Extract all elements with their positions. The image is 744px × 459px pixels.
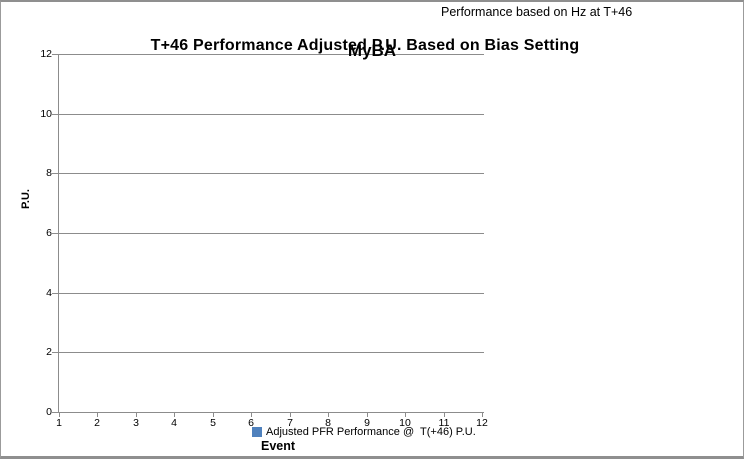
y-axis-tick xyxy=(52,293,58,294)
x-tick-label: 1 xyxy=(56,417,62,429)
y-axis-title: P.U. xyxy=(20,189,32,209)
x-axis-tick xyxy=(328,413,329,417)
legend: Adjusted PFR Performance @ T(+46) P.U. xyxy=(252,426,476,438)
y-gridline xyxy=(58,352,484,353)
x-axis-tick xyxy=(174,413,175,417)
x-axis-tick xyxy=(405,413,406,417)
x-tick-label: 4 xyxy=(171,417,177,429)
y-tick-label: 4 xyxy=(46,287,52,299)
x-tick-label: 5 xyxy=(210,417,216,429)
y-tick-label: 10 xyxy=(40,108,52,120)
y-axis-tick xyxy=(52,173,58,174)
y-axis-tick xyxy=(52,114,58,115)
x-axis-tick xyxy=(290,413,291,417)
x-axis-tick xyxy=(444,413,445,417)
x-axis-tick xyxy=(97,413,98,417)
y-gridline xyxy=(58,54,484,55)
y-axis-tick xyxy=(52,54,58,55)
x-tick-label: 10 xyxy=(399,417,411,429)
y-gridline xyxy=(58,233,484,234)
y-axis-line xyxy=(58,54,59,413)
x-axis-tick xyxy=(367,413,368,417)
legend-label: Adjusted PFR Performance @ T(+46) P.U. xyxy=(266,426,476,438)
x-tick-label: 6 xyxy=(248,417,254,429)
y-axis-tick xyxy=(52,412,58,413)
x-tick-label: 7 xyxy=(287,417,293,429)
x-axis-line xyxy=(58,412,484,413)
x-axis-tick xyxy=(136,413,137,417)
overlay-label: MyBA xyxy=(347,41,397,60)
y-gridline xyxy=(58,173,484,174)
x-tick-label: 3 xyxy=(133,417,139,429)
x-axis-tick xyxy=(213,413,214,417)
x-axis-title: Event xyxy=(260,439,296,453)
y-tick-label: 12 xyxy=(40,48,52,60)
y-axis-tick xyxy=(52,233,58,234)
y-tick-label: 8 xyxy=(46,167,52,179)
x-axis-tick xyxy=(59,413,60,417)
x-axis-tick xyxy=(251,413,252,417)
y-gridline xyxy=(58,114,484,115)
chart-title: T+46 Performance Adjusted P.U. Based on … xyxy=(150,37,580,54)
y-tick-label: 2 xyxy=(46,346,52,358)
x-tick-label: 9 xyxy=(364,417,370,429)
header-note: Performance based on Hz at T+46 xyxy=(441,5,633,19)
y-tick-label: 6 xyxy=(46,227,52,239)
x-tick-label: 12 xyxy=(476,417,488,429)
legend-square-marker-icon xyxy=(252,427,262,437)
y-gridline xyxy=(58,293,484,294)
x-tick-label: 2 xyxy=(94,417,100,429)
y-tick-label: 0 xyxy=(46,406,52,418)
y-axis-tick xyxy=(52,352,58,353)
x-tick-label: 11 xyxy=(438,417,450,429)
x-axis-tick xyxy=(482,413,483,417)
x-tick-label: 8 xyxy=(325,417,331,429)
